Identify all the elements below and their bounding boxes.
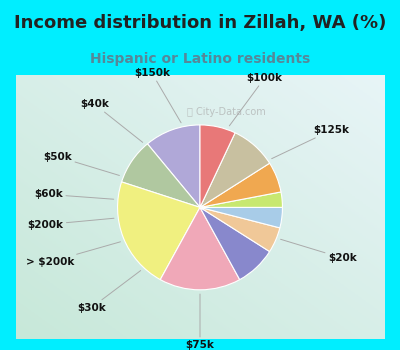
Text: > $200k: > $200k [26,242,120,267]
Wedge shape [200,207,270,280]
Wedge shape [200,207,280,252]
Text: $60k: $60k [34,189,114,200]
Text: $200k: $200k [28,218,114,230]
Wedge shape [118,182,200,280]
Text: $50k: $50k [44,152,120,175]
Text: $75k: $75k [186,294,214,350]
Wedge shape [122,144,200,207]
Text: $20k: $20k [280,239,356,263]
Wedge shape [160,207,240,290]
Text: $40k: $40k [80,99,143,142]
Wedge shape [200,163,281,207]
Text: $30k: $30k [77,271,141,313]
Wedge shape [200,192,282,207]
Text: Ⓢ City-Data.com: Ⓢ City-Data.com [187,107,266,117]
Text: Income distribution in Zillah, WA (%): Income distribution in Zillah, WA (%) [14,14,386,32]
Wedge shape [148,125,200,207]
Text: $150k: $150k [134,68,181,123]
Wedge shape [200,207,282,228]
Wedge shape [200,125,235,207]
Text: $100k: $100k [229,73,282,126]
Text: Hispanic or Latino residents: Hispanic or Latino residents [90,52,310,66]
Wedge shape [200,133,270,207]
Text: $125k: $125k [272,125,350,159]
